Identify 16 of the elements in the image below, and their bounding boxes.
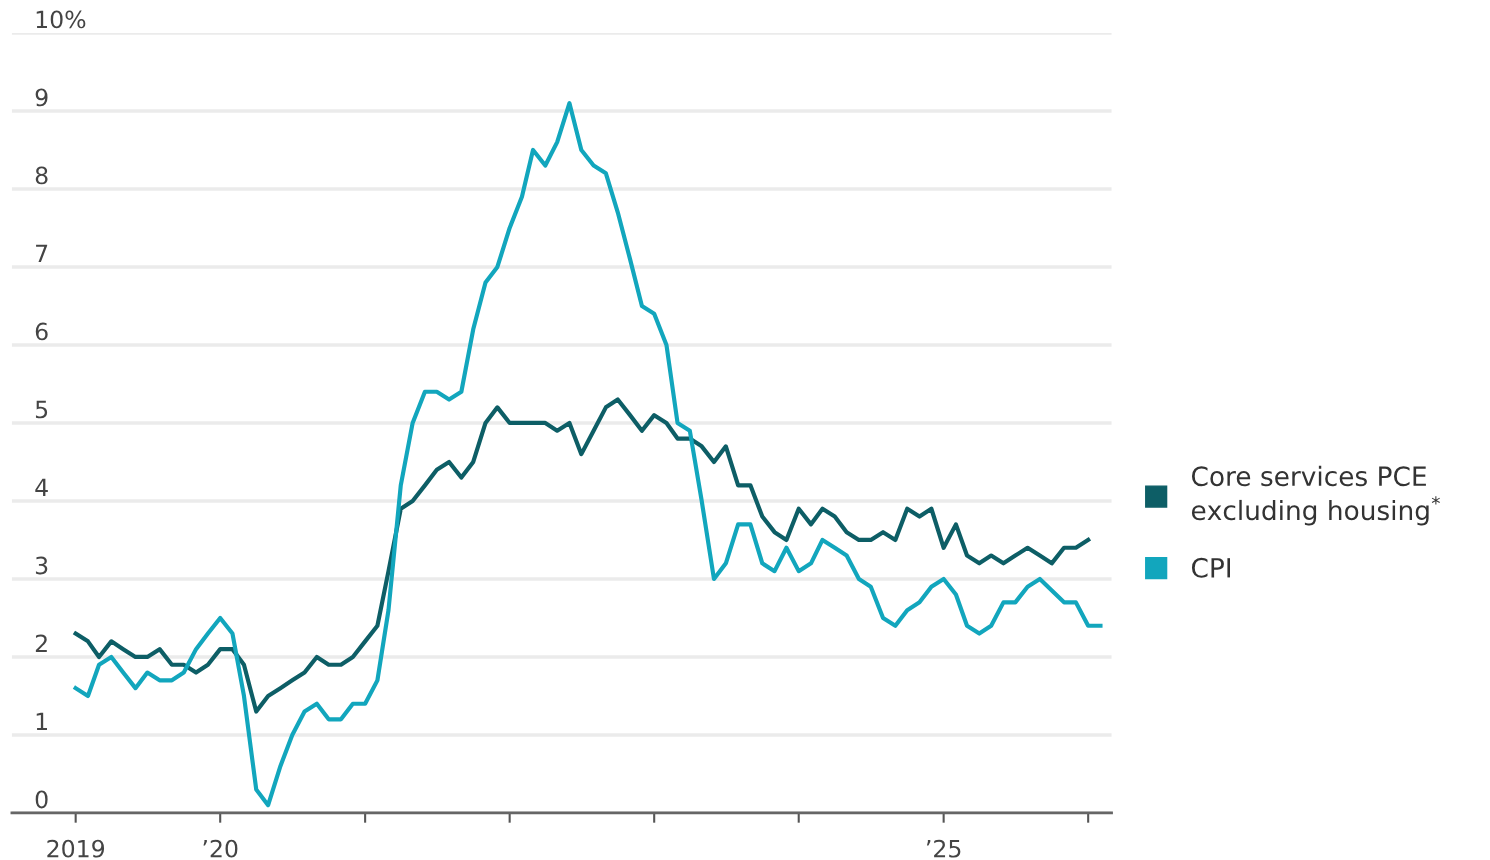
y-tick-label: 0: [35, 790, 48, 809]
y-tick-label: 8: [35, 166, 48, 185]
y-tick-label: 1: [36, 712, 47, 731]
x-tick-label: ’25: [926, 839, 961, 858]
y-tick-label: 3: [35, 556, 48, 575]
x-tick-label: ’20: [203, 839, 238, 858]
y-tick-label: 9: [35, 88, 48, 107]
legend-label: Core services PCE excluding housing$^{*}$: [1191, 465, 1440, 526]
y-tick-label: 4: [35, 478, 48, 497]
y-tick-label: 5: [35, 400, 48, 419]
x-tick-label: 2019: [47, 839, 105, 858]
legend-label: CPI: [1191, 557, 1231, 578]
y-tick-label: 2: [35, 634, 47, 653]
y-tick-label: 6: [35, 322, 48, 341]
y-tick-label: 7: [36, 244, 48, 263]
y-tick-label: 10%: [36, 10, 86, 29]
